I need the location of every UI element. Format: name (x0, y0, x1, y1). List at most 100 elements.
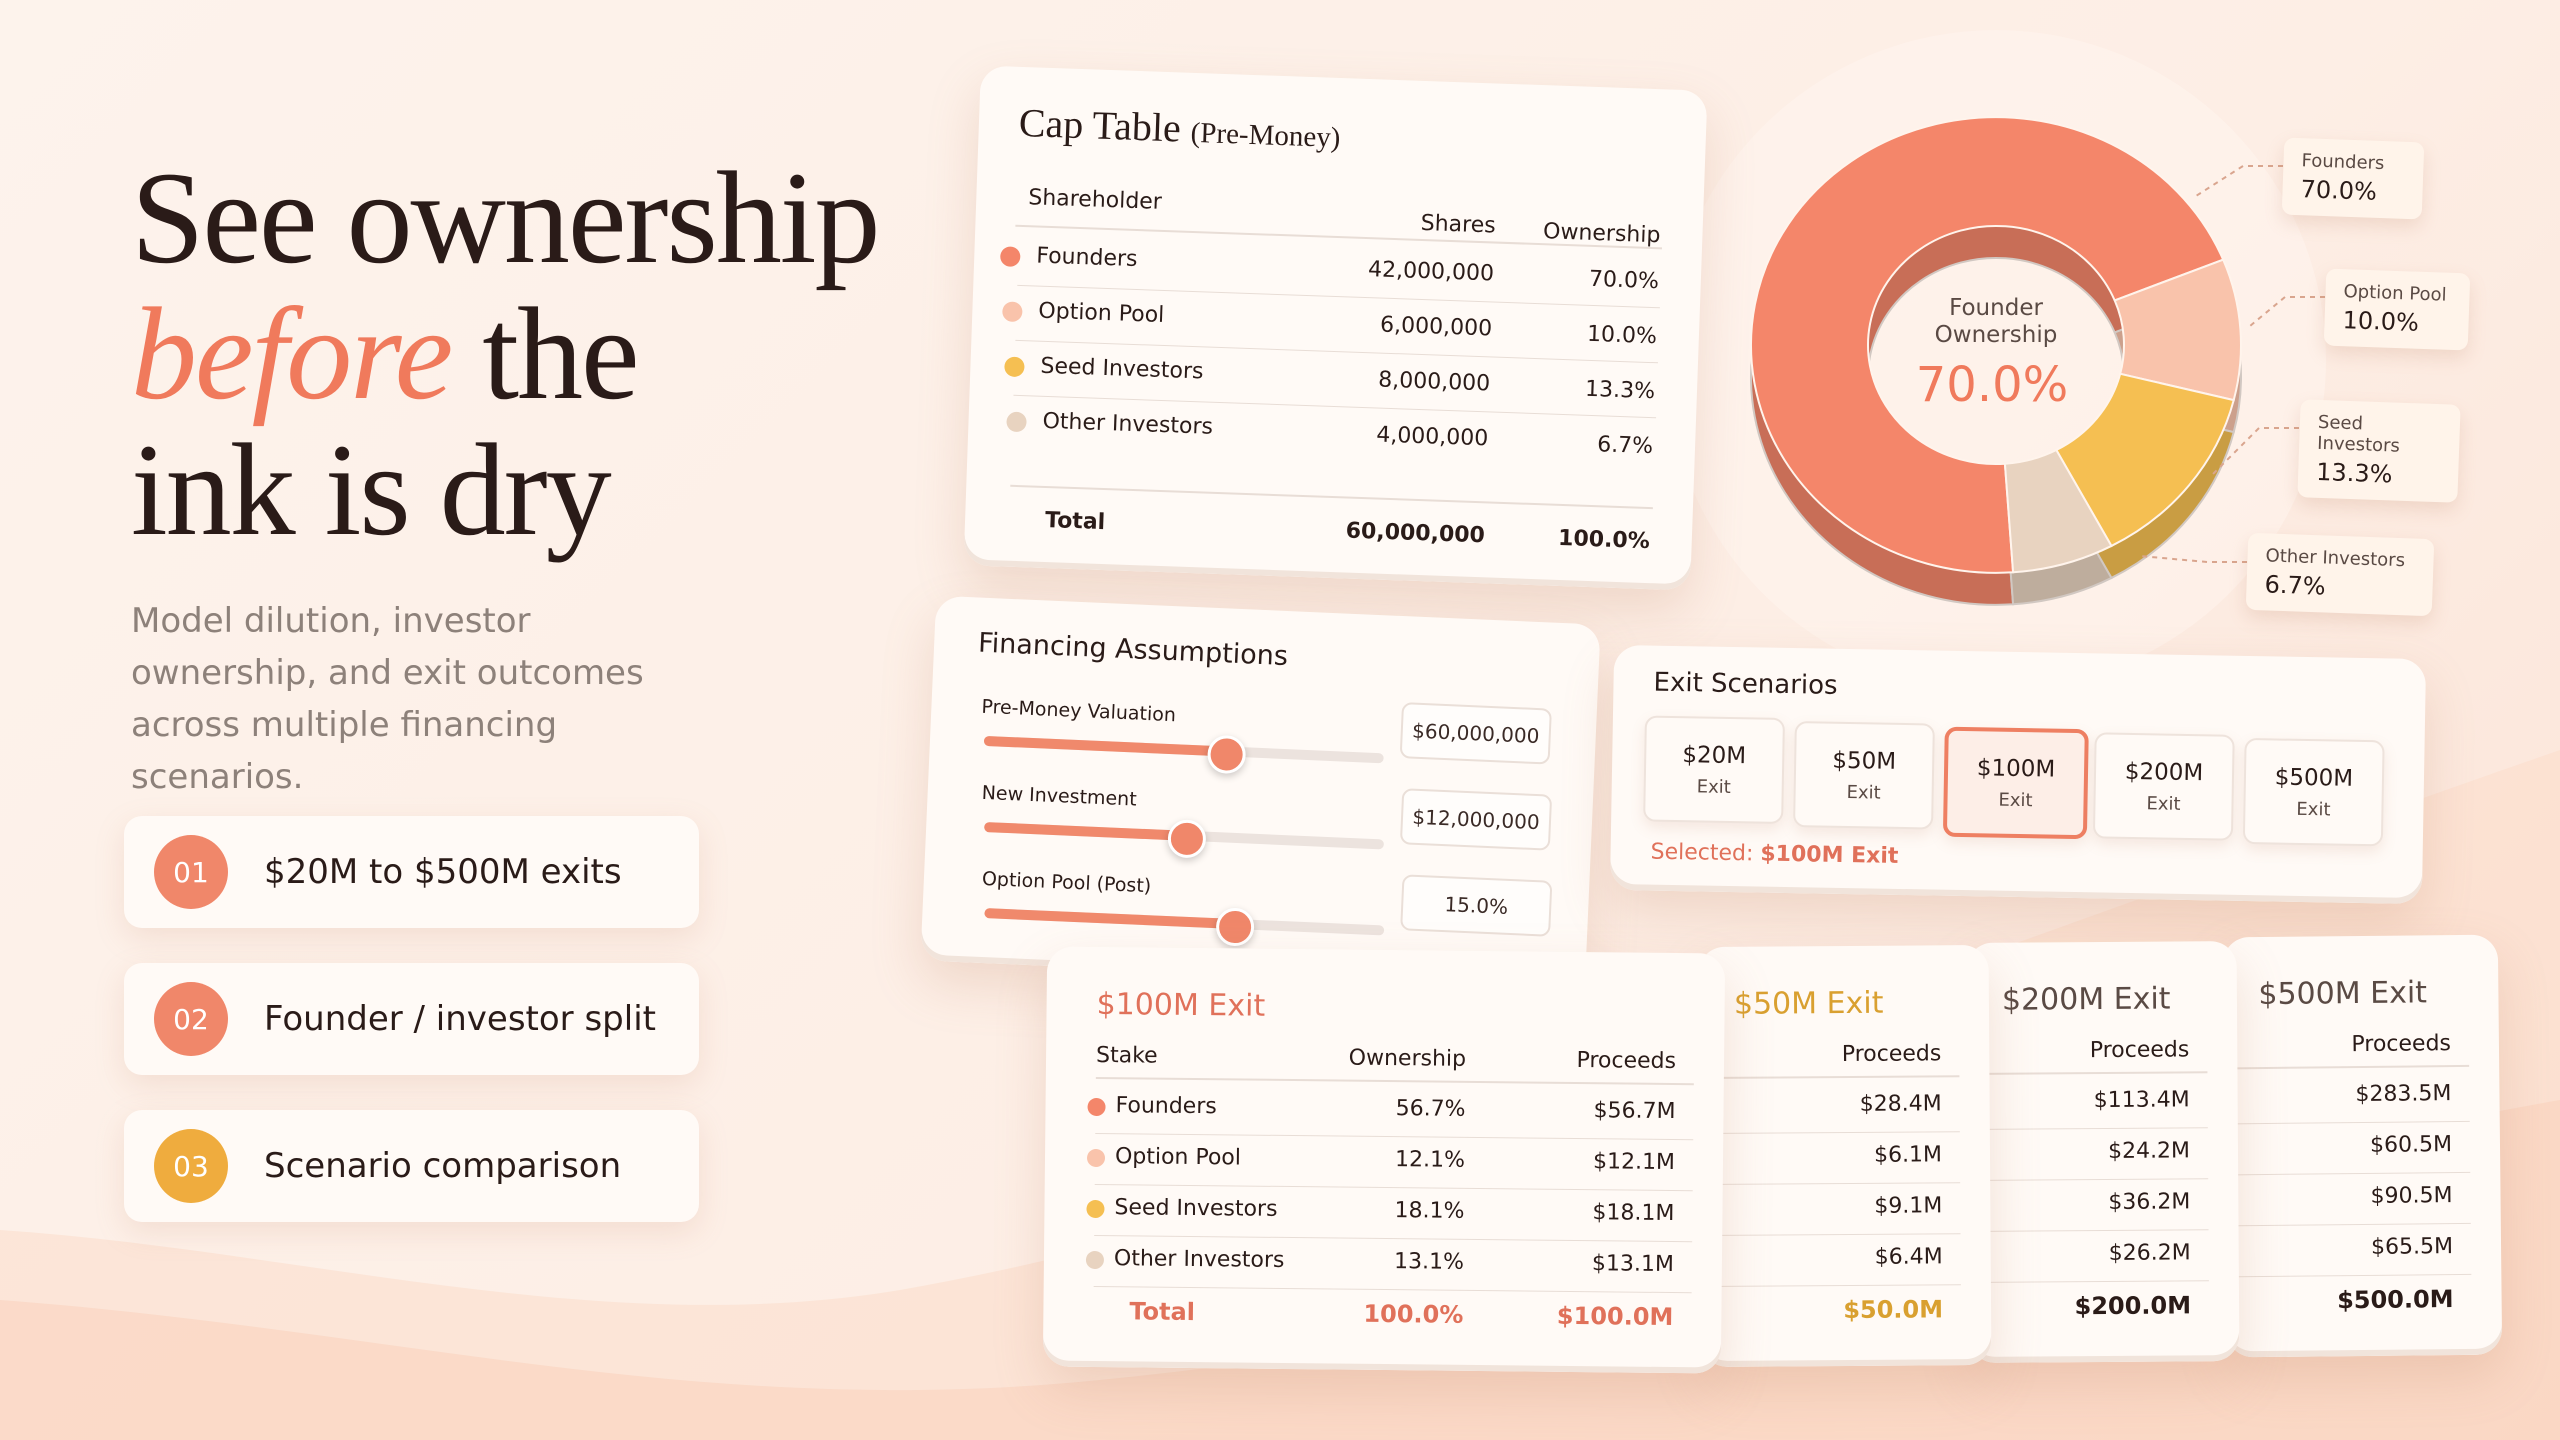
row-rule (2225, 1171, 2471, 1176)
center-label: Founder Ownership (1934, 295, 2058, 348)
exit-table-card: $100M Exit Stake Ownership Proceeds Founders… (1042, 946, 1726, 1374)
feature-label: Scenario comparison (264, 1146, 622, 1186)
slider-knob[interactable] (1167, 819, 1207, 859)
table-cell: $9.1M (1874, 1193, 1943, 1219)
exit-button[interactable]: $50M Exit (1793, 721, 1935, 830)
slice (2003, 448, 2113, 574)
value-box[interactable]: $60,000,000 (1399, 702, 1552, 765)
exit-table-card: $500M Exit Proceeds $283.5M $60.5M $90.5M $65… (2222, 934, 2503, 1358)
row-rule (1094, 1183, 1693, 1192)
total-cell: $100.0M (1556, 1301, 1674, 1332)
exit-caption: Exit (1846, 781, 1881, 804)
row-rule (1968, 1229, 2209, 1232)
leader-line (2195, 165, 2283, 197)
slider[interactable] (984, 819, 1385, 859)
exit-amount: $200M (2124, 758, 2204, 786)
header-rule (1967, 1071, 2208, 1075)
exit-button[interactable]: $500M Exit (2242, 737, 2385, 847)
card-title: Financing Assumptions (977, 627, 1289, 673)
row-rule (1093, 1285, 1692, 1294)
callout: Seed Investors 13.3% (2297, 399, 2461, 503)
table-cell: 13.1% (1393, 1249, 1465, 1275)
total-cell: $200.0M (2074, 1291, 2192, 1321)
legend-dot (1086, 1148, 1106, 1168)
selected-label: Selected: (1650, 839, 1754, 867)
header-rule (1095, 1076, 1694, 1086)
title-emphasis: before (131, 280, 453, 427)
header-rule (2224, 1064, 2470, 1070)
table-cell: $65.5M (2370, 1234, 2454, 1260)
legend-dot (1087, 1097, 1106, 1117)
value-box[interactable]: 15.0% (1400, 874, 1553, 937)
column-header: Proceeds (2089, 1037, 2190, 1064)
table-cell: 18.1% (1394, 1198, 1465, 1224)
table-cell: $24.2M (2107, 1138, 2191, 1164)
row-rule (1094, 1234, 1693, 1243)
hero-title: See ownership before the ink is dry (131, 144, 881, 558)
table-cell: 56.7% (1395, 1096, 1466, 1122)
table-cell: $28.4M (1859, 1091, 1942, 1117)
row-rule (1700, 1284, 1961, 1288)
slider-knob[interactable] (1206, 734, 1247, 775)
card-title: Exit Scenarios (1653, 667, 1838, 701)
slider-knob[interactable] (1215, 907, 1255, 947)
title-text: the (482, 280, 639, 427)
row-rule (1968, 1280, 2209, 1283)
value-box[interactable]: $12,000,000 (1399, 788, 1553, 851)
subtitle: Model dilution, investor ownership, and … (131, 601, 644, 797)
exit-caption: Exit (2296, 798, 2331, 820)
table-cell: $60.5M (2369, 1132, 2453, 1158)
total-cell: $50.0M (1843, 1295, 1944, 1325)
row-rule (2225, 1222, 2471, 1227)
financing-card: Financing Assumptions Pre-Money Valuatio… (920, 595, 1601, 990)
column-header: Proceeds (2351, 1031, 2452, 1058)
exit-amount: $100M (1976, 754, 2056, 783)
callout-value: 6.7% (2264, 570, 2327, 601)
feature-item: 01 $20M to $500M exits (124, 816, 699, 928)
table-cell: Seed Investors (1114, 1195, 1278, 1222)
row-rule (1095, 1132, 1694, 1141)
callout-name: Option Pool (2343, 281, 2447, 306)
exit-button[interactable]: $20M Exit (1643, 715, 1785, 824)
table-cell: $283.5M (2355, 1081, 2452, 1108)
table-cell: $113.4M (2093, 1087, 2190, 1114)
slider-fill (984, 908, 1233, 929)
header-rule (1699, 1075, 1960, 1080)
exit-caption: Exit (1696, 775, 1731, 798)
table-cell: $12.1M (1592, 1149, 1676, 1176)
row-rule (2226, 1273, 2472, 1278)
selected-text: Selected: $100M Exit (1650, 840, 1898, 869)
feature-number: 03 (154, 1129, 228, 1203)
title-line: See ownership (131, 144, 881, 291)
exit-button[interactable]: $200M Exit (2092, 732, 2235, 841)
row-rule (1967, 1127, 2208, 1130)
table-cell: $18.1M (1592, 1200, 1675, 1227)
table-cell: Other Investors (1113, 1246, 1285, 1273)
exit-amount: $20M (1682, 741, 1747, 769)
callout-name: Seed Investors (2316, 411, 2401, 457)
callout: Founders 70.0% (2281, 137, 2425, 220)
exit-caption: Exit (1998, 789, 2033, 811)
feature-label: Founder / investor split (264, 999, 656, 1039)
column-header: Ownership (1348, 1045, 1467, 1072)
center-label-box: Founder Ownership (1934, 295, 2058, 348)
table-cell: $13.1M (1591, 1251, 1675, 1278)
callout-value: 10.0% (2342, 306, 2420, 337)
feature-item: 03 Scenario comparison (124, 1110, 699, 1222)
exit-caption: Exit (2146, 792, 2181, 815)
table-cell: $36.2M (2108, 1189, 2191, 1215)
title-line: before the (131, 286, 879, 422)
slider[interactable] (984, 907, 1385, 947)
row-rule (2224, 1120, 2470, 1125)
slider[interactable] (983, 734, 1384, 775)
exit-button[interactable]: $100M Exit (1942, 726, 2089, 840)
callout-value: 13.3% (2315, 457, 2393, 489)
table-cell: 12.1% (1394, 1147, 1466, 1173)
table-title: $500M Exit (2258, 975, 2428, 1013)
table-title: $50M Exit (1733, 985, 1884, 1022)
row-rule (1968, 1178, 2209, 1181)
table-cell: Option Pool (1114, 1144, 1242, 1171)
feature-number: 02 (154, 982, 228, 1056)
row-rule (1699, 1131, 1960, 1135)
